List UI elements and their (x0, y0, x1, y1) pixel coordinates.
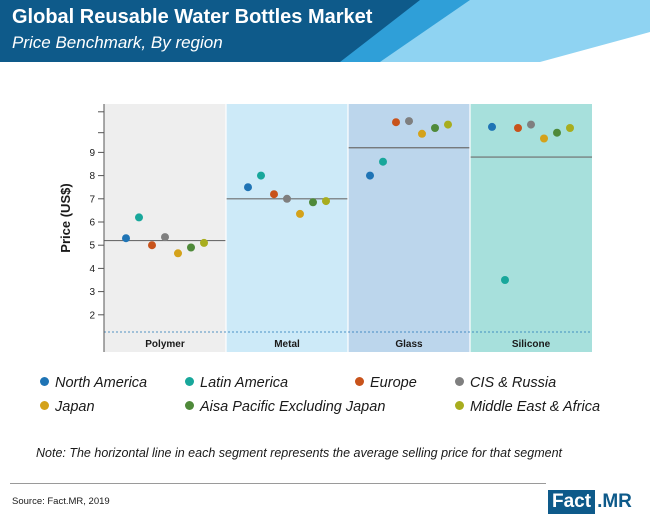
segment-label: Metal (274, 339, 300, 350)
legend-dot-icon (455, 377, 464, 386)
legend-label: Latin America (200, 375, 289, 391)
y-tick-label: 7 (89, 194, 95, 205)
point-japan-metal (296, 209, 304, 218)
point-middle-east-africa-polymer (200, 238, 208, 247)
price-benchmark-chart: Polymer Metal Glass Silicone 2 3 4 5 6 7 8 9 Price … (58, 104, 592, 352)
legend-item: CIS & Russia (455, 375, 556, 391)
segment-label-band (226, 332, 348, 352)
legend-item: Europe (355, 375, 417, 391)
logo-suffix-text: .MR (597, 491, 632, 512)
segment-silicone (470, 104, 592, 352)
source-text: Source: Fact.MR, 2019 (12, 496, 110, 507)
legend-dot-icon (185, 401, 194, 410)
y-tick-label: 8 (89, 171, 95, 182)
point-aisa-pacific-excluding-japan-glass (431, 124, 439, 132)
segment-label: Glass (395, 339, 423, 350)
legend-dot-icon (455, 401, 464, 410)
point-north-america-metal (244, 183, 252, 192)
chart-note: Note: The horizontal line in each segmen… (36, 446, 562, 460)
segment-label-band (104, 332, 226, 352)
y-tick-label: 4 (89, 264, 95, 275)
point-middle-east-africa-metal (322, 197, 330, 206)
legend-dot-icon (40, 377, 49, 386)
point-north-america-silicone (488, 122, 496, 131)
legend-item: Middle East & Africa (455, 399, 600, 415)
legend-label: Middle East & Africa (470, 399, 601, 415)
point-europe-glass (392, 118, 400, 127)
legend-dot-icon (185, 377, 194, 386)
page-subtitle: Price Benchmark, By region (12, 33, 223, 52)
legend-item: Aisa Pacific Excluding Japan (185, 399, 385, 415)
legend-item: Latin America (185, 375, 288, 391)
point-europe-silicone (514, 124, 522, 132)
point-middle-east-africa-silicone (566, 124, 574, 132)
y-tick-label: 5 (89, 241, 95, 252)
point-north-america-polymer (122, 234, 130, 243)
header-banner: Global Reusable Water Bottles Market Pri… (0, 0, 650, 62)
segment-label-band (470, 332, 592, 352)
factmr-logo: Fact .MR (548, 490, 632, 514)
page-title: Global Reusable Water Bottles Market (12, 6, 373, 28)
point-japan-glass (418, 129, 426, 138)
point-middle-east-africa-glass (444, 120, 452, 129)
point-aisa-pacific-excluding-japan-silicone (553, 128, 561, 137)
header-stripe-dark (0, 0, 420, 62)
point-cis-russia-metal (283, 194, 291, 203)
legend-dot-icon (40, 401, 49, 410)
point-cis-russia-glass (405, 117, 413, 126)
segment-label: Silicone (512, 339, 551, 350)
y-tick-label: 6 (89, 218, 95, 229)
point-latin-america-silicone (501, 276, 509, 284)
point-aisa-pacific-excluding-japan-polymer (187, 243, 195, 252)
point-japan-silicone (540, 134, 548, 143)
point-latin-america-metal (257, 171, 265, 180)
y-tick-label: 9 (89, 148, 95, 159)
legend-label: North America (55, 375, 148, 391)
point-europe-polymer (148, 241, 156, 250)
point-latin-america-polymer (135, 213, 143, 222)
point-aisa-pacific-excluding-japan-metal (309, 198, 317, 207)
legend-item: North America (40, 375, 147, 391)
point-cis-russia-silicone (527, 120, 535, 129)
y-tick-label: 3 (89, 287, 95, 298)
legend-item: Japan (40, 399, 95, 415)
legend-dot-icon (355, 377, 364, 386)
header-background (0, 0, 650, 62)
point-north-america-glass (366, 171, 374, 180)
legend-label: Aisa Pacific Excluding Japan (200, 399, 386, 415)
legend-label: Europe (370, 375, 417, 391)
point-europe-metal (270, 190, 278, 199)
point-cis-russia-polymer (161, 233, 169, 242)
footer-divider (10, 483, 546, 484)
point-japan-polymer (174, 249, 182, 258)
y-tick-label: 2 (89, 310, 95, 321)
logo-box-text: Fact (548, 490, 596, 514)
segment-label: Polymer (145, 339, 185, 350)
segment-glass (348, 104, 470, 352)
segment-polymer (104, 104, 226, 352)
y-axis-label: Price (US$) (58, 183, 73, 252)
segment-label-band (348, 332, 470, 352)
legend-label: CIS & Russia (470, 375, 557, 391)
segment-metal (226, 104, 348, 352)
legend-label: Japan (55, 399, 95, 415)
point-latin-america-glass (379, 157, 387, 166)
